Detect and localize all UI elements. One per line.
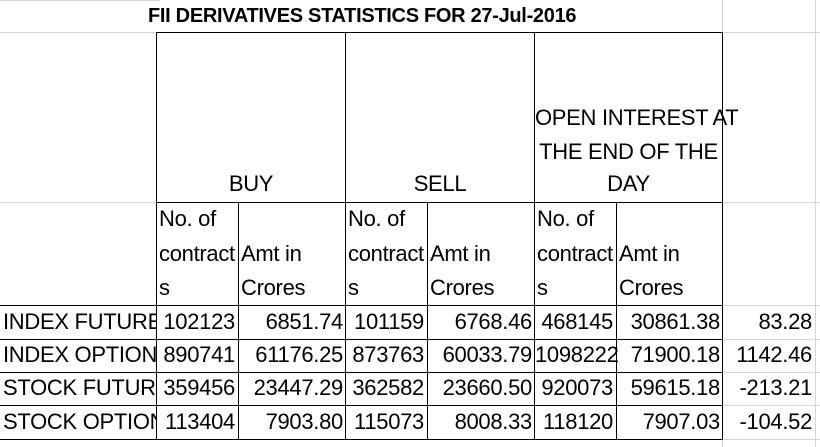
buy-contracts-header-line2: contract xyxy=(159,241,235,266)
buy-amount-cell: 7903.80 xyxy=(265,409,344,434)
oi-contracts-header-line1: No. of xyxy=(537,206,594,231)
gridline xyxy=(815,0,816,447)
oi-amount-header-line2: Crores xyxy=(619,275,684,300)
border-line xyxy=(0,372,723,373)
buy-amount-cell: 61176.25 xyxy=(255,342,343,367)
open-interest-header-line2: THE END OF THE xyxy=(539,139,718,164)
border-line xyxy=(0,339,723,340)
border-line xyxy=(0,305,723,306)
oi-amount-cell: 7907.03 xyxy=(642,409,721,434)
border-line xyxy=(156,202,723,203)
sell-amount-cell: 60033.79 xyxy=(442,342,533,367)
open-interest-header-line1: OPEN INTEREST AT xyxy=(535,105,739,130)
row-label: INDEX OPTIONS xyxy=(3,344,156,366)
border-line xyxy=(616,202,617,440)
sell-amount-cell: 23660.50 xyxy=(442,375,533,400)
buy-contracts-cell: 359456 xyxy=(163,375,235,400)
net-cell: -213.21 xyxy=(739,375,812,400)
sell-amount-cell: 8008.33 xyxy=(454,409,533,434)
sell-contracts-cell: 362582 xyxy=(352,375,424,400)
oi-contracts-cell: 920073 xyxy=(541,375,613,400)
buy-amount-header-line1: Amt in xyxy=(241,241,302,266)
gridline xyxy=(722,439,820,440)
net-cell: 1142.46 xyxy=(736,342,812,367)
oi-amount-cell: 30861.38 xyxy=(630,309,721,334)
oi-contracts-header-line3: s xyxy=(537,275,548,300)
oi-contracts-cell: 468145 xyxy=(541,309,613,334)
gridline xyxy=(722,305,820,306)
buy-contracts-cell: 890741 xyxy=(163,342,235,367)
border-line xyxy=(534,32,535,440)
open-interest-header-line3: DAY xyxy=(607,171,650,196)
oi-contracts-cell: 1098222 xyxy=(535,342,619,367)
sell-contracts-cell: 115073 xyxy=(354,409,424,434)
border-line xyxy=(722,32,723,440)
gridline xyxy=(722,202,820,203)
border-line xyxy=(427,202,428,440)
border-line xyxy=(345,32,346,440)
row-label: STOCK FUTURES xyxy=(3,377,156,399)
sheet-title: FII DERIVATIVES STATISTICS FOR 27-Jul-20… xyxy=(148,5,577,27)
row-label: STOCK OPTIONS xyxy=(3,411,156,433)
gridline xyxy=(722,339,820,340)
oi-contracts-cell: 118120 xyxy=(543,409,613,434)
gridline xyxy=(722,405,820,406)
sell-contracts-cell: 101159 xyxy=(354,309,424,334)
gridline xyxy=(0,0,160,1)
oi-contracts-header-line2: contract xyxy=(537,241,613,266)
gridline xyxy=(722,372,820,373)
sell-amount-header-line2: Crores xyxy=(430,275,495,300)
row-label: INDEX FUTURES xyxy=(3,311,156,333)
gridline xyxy=(0,202,156,203)
sell-contracts-header-line3: s xyxy=(348,275,359,300)
sell-contracts-header-line1: No. of xyxy=(348,206,405,231)
oi-amount-header-line1: Amt in xyxy=(619,241,680,266)
border-line xyxy=(0,439,723,440)
buy-amount-cell: 6851.74 xyxy=(265,309,344,334)
buy-amount-header-line2: Crores xyxy=(241,275,306,300)
border-line xyxy=(156,32,723,33)
buy-contracts-header-line1: No. of xyxy=(159,206,216,231)
border-line xyxy=(0,405,723,406)
sell-contracts-header-line2: contract xyxy=(348,241,424,266)
buy-contracts-cell: 113404 xyxy=(165,409,235,434)
border-line xyxy=(156,32,157,440)
buy-contracts-cell: 102123 xyxy=(163,309,235,334)
sell-contracts-cell: 873763 xyxy=(352,342,424,367)
buy-amount-cell: 23447.29 xyxy=(253,375,344,400)
net-cell: 83.28 xyxy=(758,309,812,334)
gridline xyxy=(0,32,156,33)
sell-amount-header-line1: Amt in xyxy=(430,241,491,266)
sell-amount-cell: 6768.46 xyxy=(454,309,533,334)
gridline xyxy=(722,32,820,33)
oi-amount-cell: 71900.18 xyxy=(630,342,721,367)
net-cell: -104.52 xyxy=(739,409,812,434)
sell-header: SELL xyxy=(413,171,467,196)
buy-header: BUY xyxy=(228,171,274,196)
border-line xyxy=(238,202,239,440)
oi-amount-cell: 59615.18 xyxy=(630,375,721,400)
buy-contracts-header-line3: s xyxy=(159,275,170,300)
